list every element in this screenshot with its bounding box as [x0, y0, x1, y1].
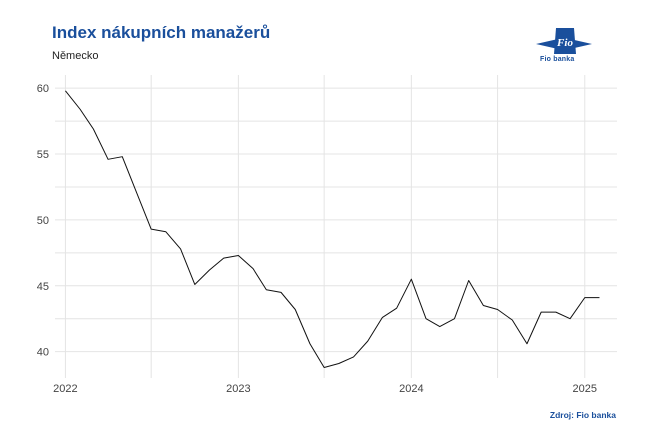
pmi-series-line — [65, 90, 600, 368]
y-tick-label: 60 — [37, 83, 49, 95]
fio-logo-icon: Fio — [536, 28, 592, 54]
x-tick-label: 2024 — [399, 383, 423, 395]
chart-subtitle: Německo — [52, 50, 99, 62]
y-tick-label: 40 — [37, 347, 49, 359]
y-tick-label: 45 — [37, 281, 49, 293]
x-tick-label: 2023 — [226, 383, 250, 395]
y-tick-label: 55 — [37, 149, 49, 161]
chart-title: Index nákupních manažerů — [52, 23, 271, 42]
axis-labels: 40 45 50 55 60 2022 2023 2024 2025 — [37, 83, 597, 395]
x-tick-label: 2025 — [573, 383, 597, 395]
source-note: Zdroj: Fio banka — [549, 410, 616, 420]
logo-caption: Fio banka — [540, 56, 575, 63]
y-tick-label: 50 — [37, 215, 49, 227]
grid-layer — [55, 75, 617, 378]
x-tick-label: 2022 — [53, 383, 77, 395]
logo-mark-text: Fio — [556, 37, 573, 49]
